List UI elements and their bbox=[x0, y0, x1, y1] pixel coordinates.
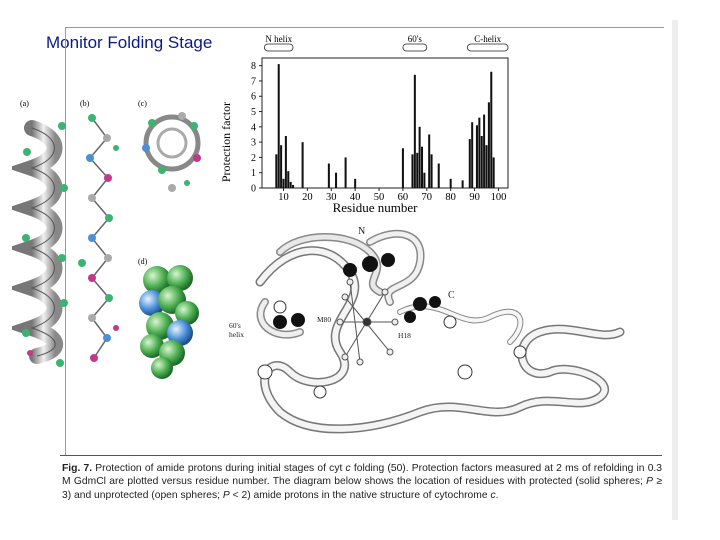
caption-p: P bbox=[646, 476, 654, 488]
region-label: N helix bbox=[265, 34, 292, 44]
bar bbox=[411, 154, 414, 188]
label-c-terminus: C bbox=[448, 290, 455, 301]
y-tick-label: 1 bbox=[251, 168, 256, 179]
y-axis-label: Protection factor bbox=[219, 102, 233, 182]
x-tick-label: 10 bbox=[278, 192, 289, 203]
x-tick-label: 40 bbox=[350, 192, 361, 203]
bar bbox=[354, 178, 357, 188]
bar bbox=[284, 136, 287, 188]
bar bbox=[485, 145, 488, 188]
bar bbox=[327, 163, 330, 188]
ball-and-stick-helix bbox=[78, 114, 119, 362]
panel-label-c: (c) bbox=[138, 99, 147, 108]
protection-factor-chart: N helix 60's C-helix 10 20 30 40 50 60 70 80 90 100… bbox=[219, 34, 509, 215]
bar bbox=[487, 102, 490, 188]
bar bbox=[430, 154, 433, 188]
bar bbox=[421, 146, 424, 188]
caption-text: folding (50). Protection factors measure… bbox=[62, 463, 663, 488]
bar bbox=[471, 122, 474, 188]
plot-frame bbox=[261, 57, 509, 189]
x-tick-label: 60 bbox=[398, 192, 409, 203]
bar bbox=[277, 64, 280, 188]
figure-caption: Fig. 7. Protection of amide protons duri… bbox=[62, 462, 662, 502]
region-marker bbox=[402, 43, 428, 52]
region-label: C-helix bbox=[474, 34, 501, 44]
bar bbox=[401, 148, 404, 188]
y-tick-label: 6 bbox=[251, 92, 256, 103]
bar bbox=[492, 157, 495, 188]
bar bbox=[478, 117, 481, 188]
space-filling-helix bbox=[139, 265, 199, 379]
y-tick-label: 3 bbox=[251, 138, 256, 149]
page-edge bbox=[672, 20, 678, 520]
bar bbox=[437, 163, 440, 188]
bar bbox=[416, 152, 419, 188]
region-label: 60's bbox=[408, 34, 423, 44]
caption-text: < 2) amide protons in the native structu… bbox=[229, 489, 491, 501]
bar bbox=[418, 126, 421, 188]
bar bbox=[449, 178, 452, 188]
x-tick-label: 30 bbox=[326, 192, 337, 203]
region-marker bbox=[466, 43, 509, 52]
bar bbox=[480, 136, 483, 188]
y-tick-label: 0 bbox=[251, 184, 256, 195]
protected-residues bbox=[273, 253, 441, 329]
bar bbox=[292, 184, 295, 188]
figure-scan-frame bbox=[65, 27, 664, 456]
helix-ribbon bbox=[12, 120, 68, 367]
bar bbox=[282, 178, 285, 188]
x-axis-label: Residue number bbox=[333, 200, 419, 215]
bar bbox=[287, 171, 290, 188]
label-60s-helix-line1: 60's bbox=[229, 321, 241, 330]
bar bbox=[428, 134, 431, 188]
y-tick-label: 2 bbox=[251, 153, 256, 164]
caption-cyt: c bbox=[345, 463, 351, 474]
y-tick-label: 4 bbox=[251, 122, 256, 133]
bar bbox=[413, 74, 416, 188]
bar bbox=[490, 71, 493, 188]
bar bbox=[461, 180, 464, 188]
caption-fig-number: Fig. 7. bbox=[62, 463, 93, 474]
label-m80: M80 bbox=[317, 315, 331, 324]
caption-rule bbox=[60, 455, 662, 456]
panel-label-a: (a) bbox=[20, 99, 29, 108]
x-tick-label: 80 bbox=[445, 192, 456, 203]
bar bbox=[301, 142, 304, 188]
unprotected-residues bbox=[257, 300, 527, 399]
bar bbox=[335, 172, 338, 188]
x-tick-label: 70 bbox=[422, 192, 433, 203]
y-tick-label: 5 bbox=[251, 107, 256, 118]
helix-top-view bbox=[142, 112, 201, 192]
caption-p: P bbox=[222, 489, 230, 501]
x-tick-label: 20 bbox=[302, 192, 313, 203]
caption-end: . bbox=[495, 489, 499, 501]
panel-label-d: (d) bbox=[138, 257, 148, 266]
bar bbox=[475, 125, 478, 188]
bar bbox=[275, 154, 278, 188]
label-60s-helix-line2: helix bbox=[229, 330, 244, 339]
bar bbox=[483, 114, 486, 188]
region-marker bbox=[263, 43, 294, 52]
bar bbox=[468, 139, 471, 188]
panel-label-b: (b) bbox=[80, 99, 90, 108]
x-tick-label: 50 bbox=[374, 192, 385, 203]
y-tick-label: 8 bbox=[251, 61, 256, 72]
molecule-panels: (a) (b) (c) (d) bbox=[12, 99, 201, 379]
caption-text: ≥ 3) and unprotected (open spheres; bbox=[62, 476, 662, 501]
cytochrome-structure: N C M80 H18 60's helix bbox=[229, 226, 625, 434]
label-n-terminus: N bbox=[358, 226, 365, 237]
slide-title: Monitor Folding Stage bbox=[46, 33, 213, 52]
caption-text: Protection of amide protons during initi… bbox=[92, 463, 346, 474]
bar bbox=[423, 172, 426, 188]
y-tick-label: 7 bbox=[251, 76, 256, 87]
bar bbox=[344, 157, 347, 188]
heme-group bbox=[336, 278, 399, 366]
x-tick-label: 90 bbox=[469, 192, 480, 203]
label-h18: H18 bbox=[398, 331, 411, 340]
x-tick-label: 100 bbox=[491, 192, 507, 203]
bar bbox=[280, 145, 283, 188]
caption-cyt: c bbox=[490, 489, 496, 501]
bar bbox=[289, 181, 292, 188]
